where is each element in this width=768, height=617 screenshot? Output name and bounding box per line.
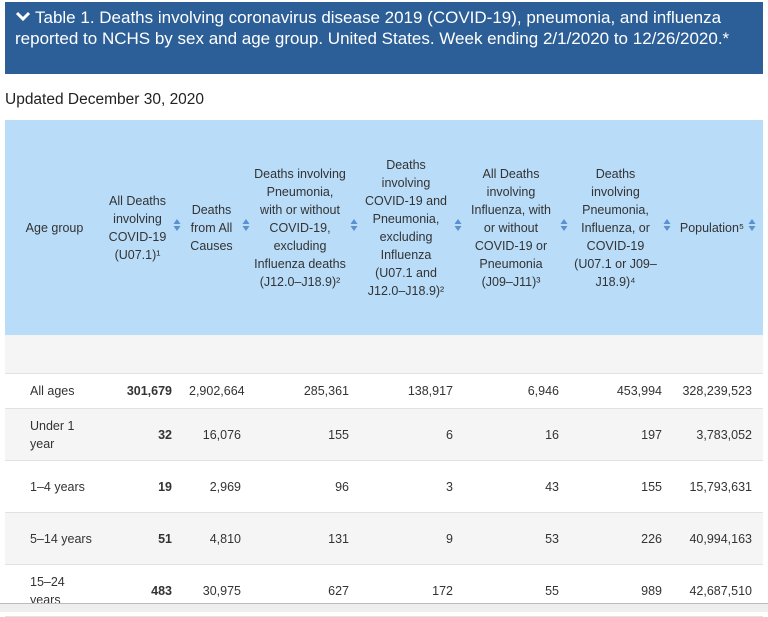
table-cell: 155: [252, 408, 360, 461]
table-cell: 453,994: [570, 373, 673, 409]
column-header[interactable]: Deaths involving Pneumonia, Influenza, o…: [570, 120, 673, 335]
table-cell: 43: [464, 460, 570, 513]
sort-icon[interactable]: [242, 218, 250, 237]
column-header-label: Deaths from All Causes: [190, 202, 233, 253]
column-header-label: Deaths involving Pneumonia, with or with…: [254, 166, 346, 289]
table-cell: 328,239,523: [673, 373, 763, 409]
column-header[interactable]: Population⁵: [673, 120, 763, 335]
table-title-banner[interactable]: Table 1. Deaths involving coronavirus di…: [5, 2, 763, 74]
table-cell: 53: [464, 512, 570, 565]
table-row: 5–14 years 51 4,810 131 9 53 226 40,994,163: [5, 512, 763, 565]
table-cell: 51: [104, 512, 183, 565]
age-group-cell: 1–4 years: [5, 460, 104, 513]
table-title: Table 1. Deaths involving coronavirus di…: [15, 8, 730, 48]
table-cell: 32: [104, 408, 183, 461]
sort-icon[interactable]: [663, 218, 671, 237]
table-cell: 2,902,664: [183, 373, 252, 409]
chevron-down-icon[interactable]: [15, 8, 31, 22]
table-cell: 96: [252, 460, 360, 513]
sort-icon[interactable]: [454, 218, 462, 237]
table-cell: 197: [570, 408, 673, 461]
table-cell: 131: [252, 512, 360, 565]
column-header[interactable]: Deaths from All Causes: [183, 120, 252, 335]
table-cell: 40,994,163: [673, 512, 763, 565]
age-group-cell: Under 1 year: [5, 408, 104, 461]
column-header[interactable]: Deaths involving COVID-19 and Pneumonia,…: [360, 120, 464, 335]
column-header: Age group: [5, 120, 104, 335]
table-cell: 6,946: [464, 373, 570, 409]
sort-icon[interactable]: [748, 218, 756, 237]
table-row: 1–4 years 19 2,969 96 3 43 155 15,793,631: [5, 460, 763, 513]
column-header[interactable]: All Deaths involving COVID-19 (U07.1)¹: [104, 120, 183, 335]
table-cell: 301,679: [104, 373, 183, 409]
age-group-cell: All ages: [5, 373, 104, 409]
column-header-label: Deaths involving COVID-19 and Pneumonia,…: [365, 157, 447, 298]
bottom-scroll-strip[interactable]: [0, 603, 768, 612]
column-header-label: Age group: [25, 220, 84, 235]
table-cell: 3,783,052: [673, 408, 763, 461]
table-cell: 6: [360, 408, 464, 461]
table-cell: 9: [360, 512, 464, 565]
sort-icon[interactable]: [560, 218, 568, 237]
table-row: All ages 301,679 2,902,664 285,361 138,917 6,…: [5, 373, 763, 409]
header-row: Age group All Deaths involving COVID-19 (…: [5, 120, 763, 335]
column-header[interactable]: All Deaths involving Influenza, with or …: [464, 120, 570, 335]
column-header-label: Population⁵: [679, 220, 745, 235]
table-cell: 2,969: [183, 460, 252, 513]
table-cell: 226: [570, 512, 673, 565]
table-cell: 16: [464, 408, 570, 461]
updated-date: Updated December 30, 2020: [5, 91, 205, 108]
column-header-label: Deaths involving Pneumonia, Influenza, o…: [574, 166, 657, 289]
column-header-label: All Deaths involving COVID-19 (U07.1)¹: [108, 193, 167, 262]
table-cell: 15,793,631: [673, 460, 763, 513]
column-header-label: All Deaths involving Influenza, with or …: [471, 166, 551, 289]
table-cell: 19: [104, 460, 183, 513]
table-cell: 285,361: [252, 373, 360, 409]
table-cell: 3: [360, 460, 464, 513]
table-row: Under 1 year 32 16,076 155 6 16 197 3,783,052: [5, 408, 763, 461]
sort-icon[interactable]: [173, 218, 181, 237]
table-cell: 16,076: [183, 408, 252, 461]
age-group-cell: 5–14 years: [5, 512, 104, 565]
deaths-table: Age group All Deaths involving COVID-19 (…: [5, 120, 763, 617]
sort-icon[interactable]: [350, 218, 358, 237]
filter-row: [5, 335, 763, 374]
table-cell: 4,810: [183, 512, 252, 565]
table-cell: 155: [570, 460, 673, 513]
column-header[interactable]: Deaths involving Pneumonia, with or with…: [252, 120, 360, 335]
table-cell: 138,917: [360, 373, 464, 409]
